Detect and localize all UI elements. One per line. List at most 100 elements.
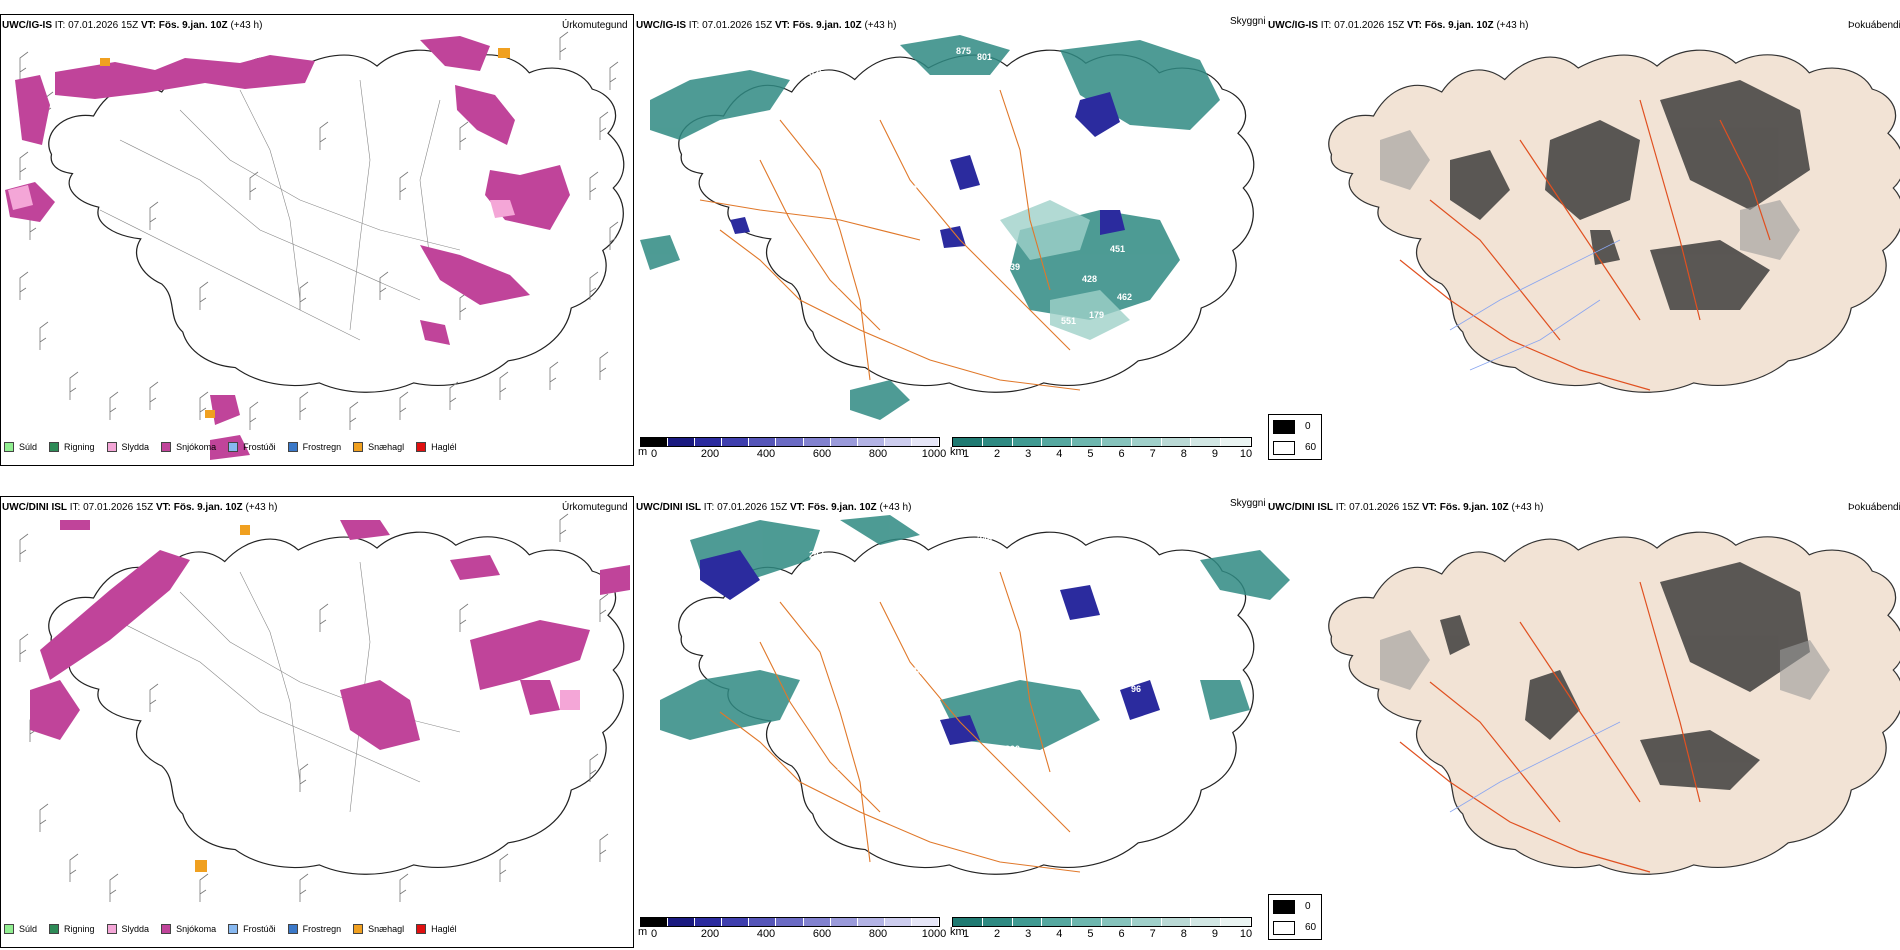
colorbar-cell [1191, 438, 1222, 446]
lead-time: (+43 h) [230, 20, 263, 31]
colorbar-cell [1101, 438, 1132, 446]
precip-type-legend: Súld Rigning Slydda Snjókoma Frostúði Frostre… [4, 442, 469, 452]
valid-time: Fös. 9.jan. 10Z [792, 20, 862, 31]
colorbar-cell [1101, 918, 1132, 926]
fog-index-legend: 0 60 [1268, 894, 1322, 940]
map-value-label: 12 [907, 184, 917, 194]
legend-label: Slydda [121, 442, 150, 452]
precip-type-legend: Súld Rigning Slydda Snjókoma Frostúði Frostre… [4, 924, 469, 934]
init-label: IT: [54, 20, 66, 31]
visibility-colorbar: 1 2 3 4 5 6 7 8 9 10 km [950, 437, 1252, 460]
map-value-label: 91 [921, 226, 931, 236]
legend-item-5: Frostregn [287, 442, 341, 452]
valid-time: Fös. 9.jan. 10Z [1439, 502, 1509, 513]
valid-label: VT: [1406, 20, 1422, 31]
map-value-label: 96 [1131, 684, 1141, 694]
colorbar-tick-label: 4 [1056, 928, 1063, 940]
legend-item-0: Súld [4, 924, 37, 934]
init-time: 07.01.2026 15Z [702, 20, 773, 31]
colorbar-cell [1042, 918, 1073, 926]
fog-low-swatch [1273, 441, 1295, 455]
colorbar-cell [749, 438, 777, 446]
row1-fog-header: UWC/IG-IS IT: 07.01.2026 15Z VT: Fös. 9.… [1268, 20, 1528, 31]
fog-panel-title: Þokuábendi [1848, 20, 1900, 31]
valid-label: VT: [774, 20, 790, 31]
colorbar-tick-label: 2 [994, 928, 1001, 940]
row1-precip-header: UWC/IG-IS IT: 07.01.2026 15Z VT: Fös. 9.… [2, 20, 262, 31]
legend-item-2: Slydda [106, 924, 150, 934]
map-value-label: 231 [928, 660, 943, 670]
map-value-label: 10 [1061, 636, 1071, 646]
legend-swatch [353, 442, 364, 452]
row2-precip-header: UWC/DINI ISL IT: 07.01.2026 15Z VT: Fös.… [2, 502, 277, 513]
map-value-label: 428 [1082, 274, 1097, 284]
map-value-label: 555 [1019, 370, 1034, 380]
colorbar-tick-label: 4 [1056, 448, 1063, 460]
colorbar-tick-label: 6 [1118, 928, 1125, 940]
valid-label: VT: [140, 20, 156, 31]
map-value-label: 200 [1005, 744, 1020, 754]
row2-visibility-header: UWC/DINI ISL IT: 07.01.2026 15Z VT: Fös.… [636, 502, 911, 513]
colorbar-tick-label: 1000 [921, 448, 947, 460]
colorbar-cell [803, 438, 831, 446]
ceiling-colorbar: 0 200 400 600 800 1000 m [638, 437, 946, 460]
colorbar-cell [1042, 438, 1073, 446]
colorbar-cell [884, 918, 912, 926]
colorbar-cell [803, 918, 831, 926]
legend-swatch [49, 442, 60, 452]
colorbar-cell [830, 438, 858, 446]
map-value-label: 246 [977, 534, 992, 544]
map-value-label: 28 [970, 406, 980, 416]
colorbar-tick-label: 9 [1211, 448, 1218, 460]
map-value-label: 72 [956, 430, 966, 440]
map-value-label: 23 [1131, 202, 1141, 212]
legend-label: Haglél [431, 924, 457, 934]
colorbar-ticks: 1 2 3 4 5 6 7 8 9 10 [952, 927, 1252, 940]
legend-label: Slydda [121, 924, 150, 934]
init-time: 07.01.2026 15Z [1334, 20, 1405, 31]
colorbar-cell [1221, 918, 1251, 926]
colorbar-ticks: 0 200 400 600 800 1000 [640, 927, 946, 940]
legend-item-6: Snæhagl [353, 442, 404, 452]
colorbar-cell [982, 918, 1013, 926]
colorbar-cell [695, 438, 723, 446]
map-value-label: 457 [1005, 316, 1020, 326]
precip-type-panel-row1 [0, 14, 634, 466]
colorbar-cell [884, 438, 912, 446]
map-value-label: 139 [1005, 262, 1020, 272]
colorbar-cell [1072, 438, 1102, 446]
colorbar-cell [857, 438, 885, 446]
legend-item-0: Súld [4, 442, 37, 452]
legend-label: Snæhagl [368, 442, 405, 452]
colorbar-unit: km [950, 446, 965, 458]
legend-label: Snjókoma [176, 924, 217, 934]
row1-visibility-map: 825 313 875 801 298 70 236 179 12 91 139 81 228 23 451… [640, 35, 1255, 440]
colorbar-cell [911, 918, 940, 926]
valid-time: Fös. 9.jan. 10Z [1424, 20, 1494, 31]
init-time: 07.01.2026 15Z [717, 502, 788, 513]
fog-high-swatch [1273, 900, 1295, 914]
colorbar-tick-label: 1000 [921, 928, 947, 940]
colorbar-tick-label: 1 [962, 928, 970, 940]
colorbar-unit: m [638, 446, 648, 458]
colorbar-cell [953, 438, 983, 446]
colorbar-cell [953, 918, 983, 926]
legend-swatch [49, 924, 60, 934]
legend-item-6: Snæhagl [353, 924, 404, 934]
lead-time: (+43 h) [1511, 502, 1544, 513]
legend-swatch [4, 924, 14, 934]
legend-swatch [161, 442, 172, 452]
colorbar-tick-label: 7 [1149, 928, 1156, 940]
legend-swatch [287, 924, 298, 934]
legend-swatch [416, 442, 427, 452]
colorbar-cell [1221, 438, 1251, 446]
colorbar-cell [668, 438, 696, 446]
colorbar-cells [952, 437, 1252, 447]
colorbar-cell [982, 438, 1013, 446]
legend-swatch [161, 924, 172, 934]
colorbar-tick-label: 0 [650, 928, 658, 940]
colorbar-tick-label: 800 [868, 448, 888, 460]
map-value-label: 183 [921, 708, 936, 718]
fog-high-label: 0 [1305, 901, 1311, 912]
legend-swatch [106, 924, 117, 934]
